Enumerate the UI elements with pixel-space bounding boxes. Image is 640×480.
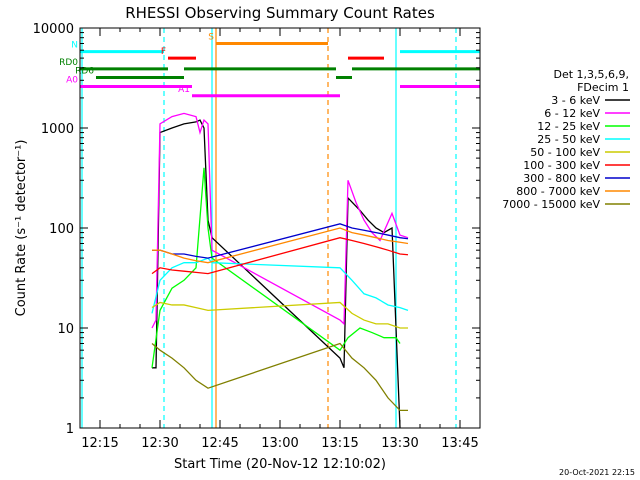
y-tick-label-3: 1000 xyxy=(41,122,74,137)
legend-label-6: 300 - 800 keV xyxy=(523,172,600,185)
state-bar-label-n: N xyxy=(71,41,78,51)
state-bar-label-rd6: RD6 xyxy=(75,66,94,76)
chart-title: RHESSI Observing Summary Count Rates xyxy=(125,4,435,22)
legend-label-4: 50 - 100 keV xyxy=(530,146,600,159)
legend-label-7: 800 - 7000 keV xyxy=(516,185,600,198)
legend-label-1: 6 - 12 keV xyxy=(544,107,600,120)
legend-label-2: 12 - 25 keV xyxy=(537,120,600,133)
state-bar-label-s: S xyxy=(208,32,214,42)
x-tick-label-3: 13:00 xyxy=(261,436,298,451)
y-tick-label-1: 10 xyxy=(57,322,74,337)
legend-header-1: Det 1,3,5,6,9, xyxy=(553,68,629,81)
y-axis-label: Count Rate (s⁻¹ detector⁻¹) xyxy=(14,140,29,317)
legend-label-0: 3 - 6 keV xyxy=(551,94,600,107)
state-bar-label-rd0: RD0 xyxy=(59,58,78,68)
series-line-1 xyxy=(151,112,409,329)
x-tick-label-0: 12:15 xyxy=(81,436,118,451)
x-tick-label-6: 13:45 xyxy=(441,436,478,451)
state-bar-label-a0: A0 xyxy=(66,76,78,86)
footer-timestamp: 20-Oct-2021 22:15 xyxy=(559,468,635,477)
y-tick-label-0: 1 xyxy=(66,422,74,437)
y-tick-label-2: 100 xyxy=(49,222,74,237)
legend-header-2: FDecim 1 xyxy=(577,81,629,94)
legend-label-5: 100 - 300 keV xyxy=(523,159,600,172)
x-tick-label-1: 12:30 xyxy=(141,436,178,451)
series-line-3 xyxy=(151,257,409,314)
series-line-4 xyxy=(151,301,408,329)
y-tick-label-4: 10000 xyxy=(33,22,74,37)
legend-label-3: 25 - 50 keV xyxy=(537,133,600,146)
legend-label-8: 7000 - 15000 keV xyxy=(502,198,600,211)
state-bar-label-f: F xyxy=(161,47,166,57)
series-line-7 xyxy=(152,227,409,264)
x-axis-label: Start Time (20-Nov-12 12:10:02) xyxy=(174,457,386,472)
axes: 1 10 100 1000 10000 12:15 12:30 12:45 13:00 13:15… xyxy=(33,22,481,451)
x-tick-label-2: 12:45 xyxy=(201,436,238,451)
series-line-8 xyxy=(151,342,408,412)
series-line-2 xyxy=(151,167,401,368)
state-bar-label-a1: A1 xyxy=(178,85,190,95)
x-tick-label-5: 13:30 xyxy=(381,436,418,451)
series-line-5 xyxy=(151,237,409,275)
x-tick-label-4: 13:15 xyxy=(321,436,358,451)
